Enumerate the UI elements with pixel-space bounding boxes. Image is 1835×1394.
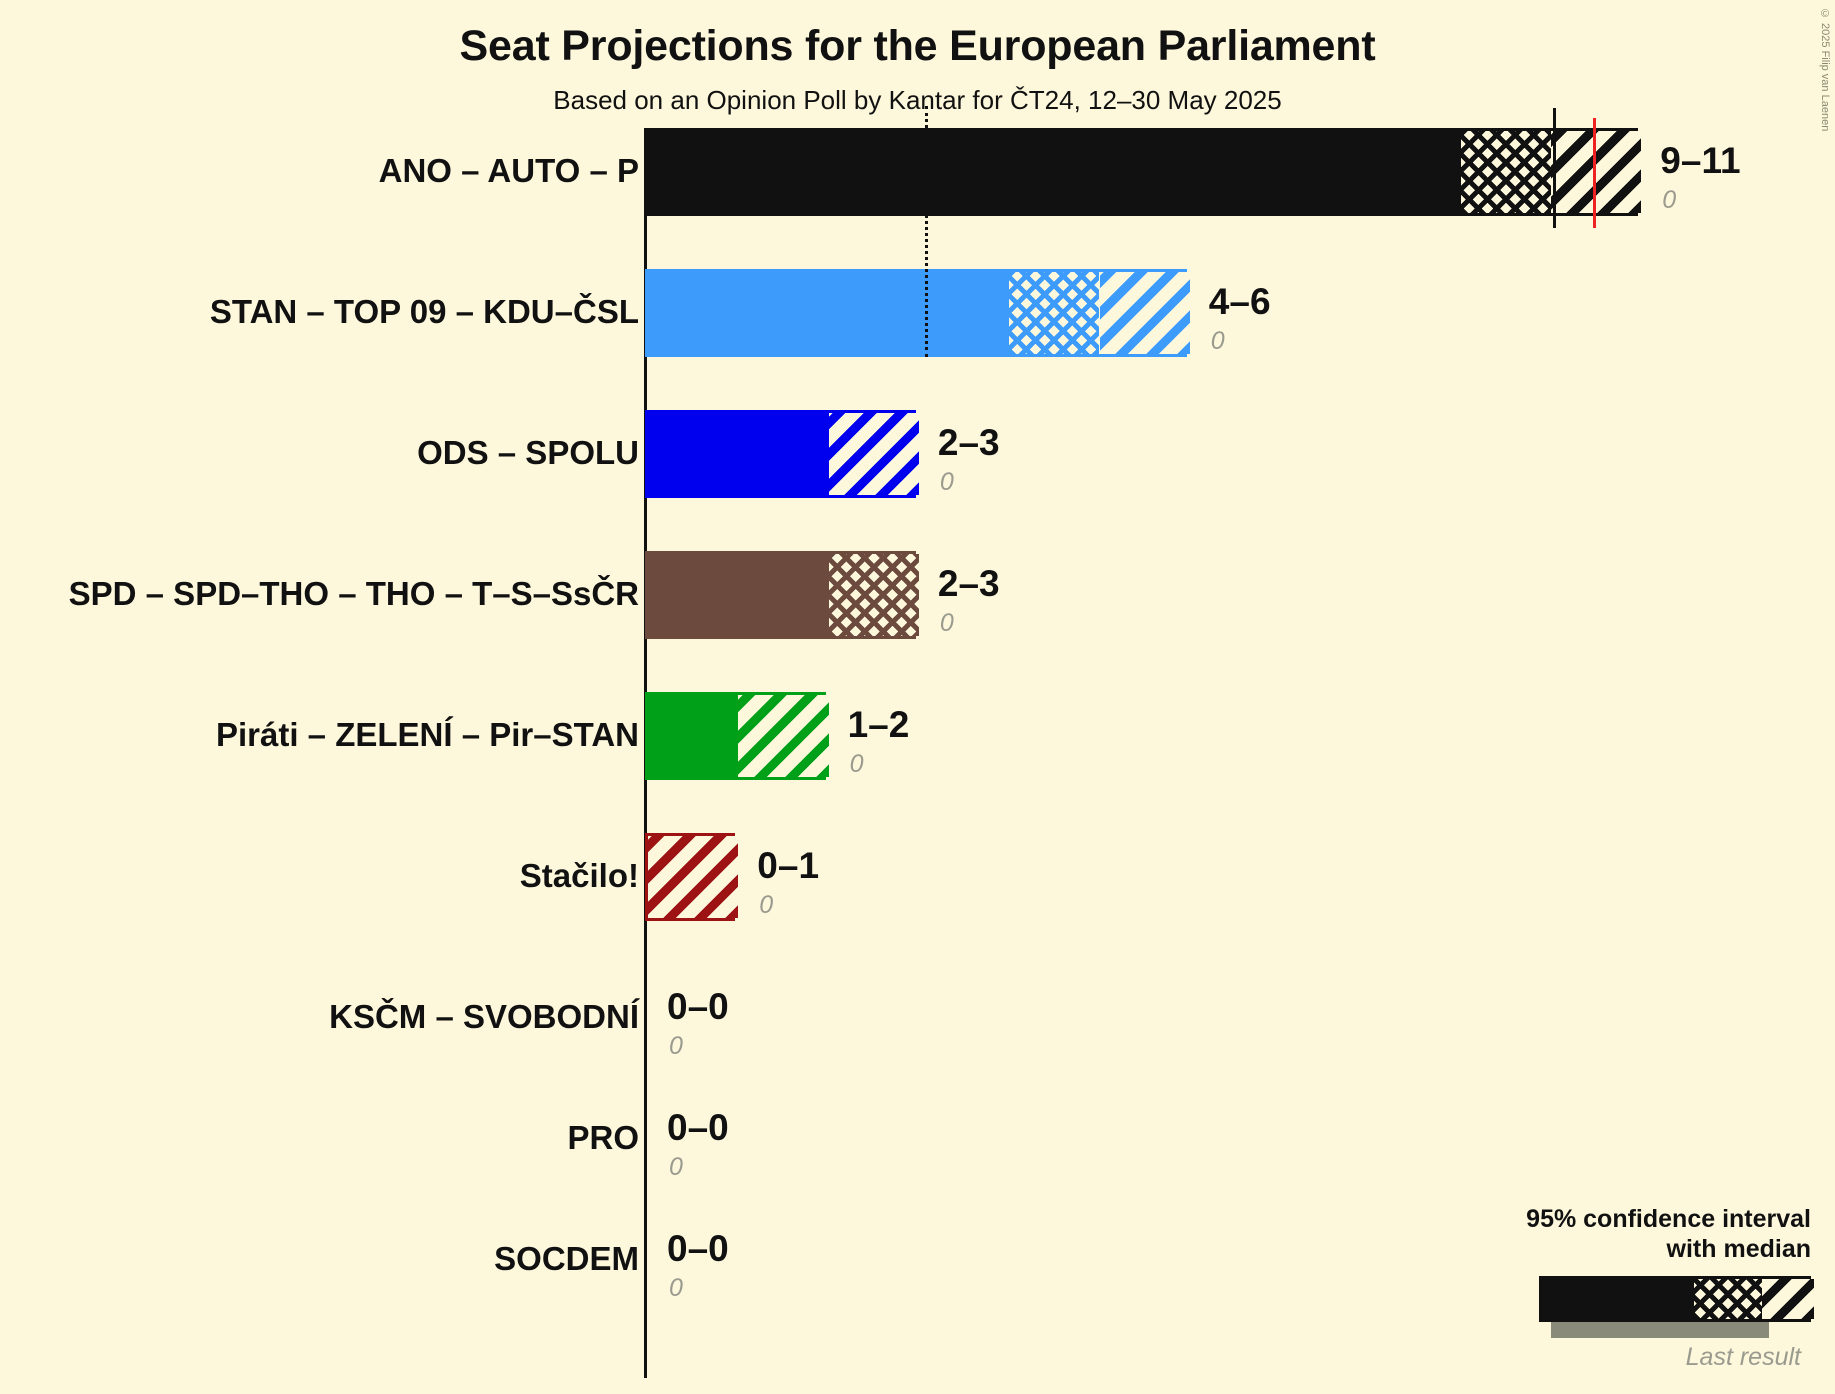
confidence-interval-bar [645, 551, 919, 639]
last-result-value: 0 [939, 468, 954, 496]
last-result-value: 0 [849, 750, 864, 778]
seat-range-label: 9–11 [1660, 140, 1741, 181]
bar-segment-diagonal [828, 413, 919, 495]
party-label: STAN – TOP 09 – KDU–ČSL [209, 293, 639, 330]
bar-segment-crosshatch [828, 554, 919, 636]
seat-range-label: 0–0 [667, 1107, 729, 1148]
legend-title-line2: with median [1666, 1234, 1811, 1263]
legend-segment-solid [1542, 1279, 1695, 1319]
legend-last-result-label: Last result [1685, 1343, 1801, 1371]
bar-segment-crosshatch [1460, 131, 1551, 213]
last-result-value: 0 [669, 1153, 683, 1181]
party-label: ANO – AUTO – P [378, 152, 639, 189]
legend: 95% confidence interval with median Last… [1471, 1205, 1814, 1372]
seat-range-label: 0–1 [757, 845, 820, 886]
threshold-line [1593, 118, 1597, 228]
confidence-interval-bar [645, 833, 739, 921]
page-subtitle: Based on an Opinion Poll by Kantar for Č… [553, 85, 1282, 115]
reference-dotted-line [924, 106, 928, 357]
bar-segment-solid [648, 131, 1461, 213]
last-result-value: 0 [1210, 327, 1225, 355]
bar-segment-diagonal [1551, 131, 1642, 213]
copyright-notice: © 2025 Filip van Laenen [1819, 8, 1831, 132]
bar-segment-diagonal [648, 836, 739, 918]
bar-segment-solid [648, 695, 739, 777]
bar-segment-solid [648, 413, 829, 495]
last-result-value: 0 [759, 891, 774, 919]
seat-range-label: 2–3 [937, 422, 1000, 463]
bar-segment-crosshatch [1009, 272, 1100, 354]
legend-sample-bar [1539, 1276, 1814, 1322]
bar-segment-solid [648, 554, 829, 636]
legend-title-line1: 95% confidence interval [1526, 1205, 1811, 1233]
party-label: Piráti – ZELENÍ – Pir–STAN [215, 716, 639, 753]
confidence-interval-bar [645, 128, 1642, 216]
seat-range-label: 4–6 [1208, 281, 1271, 322]
last-result-value: 0 [669, 1032, 683, 1060]
bar-segment-diagonal [1099, 272, 1190, 354]
median-tick [1552, 108, 1556, 228]
party-label: Stačilo! [519, 857, 639, 894]
confidence-interval-bar [645, 269, 1190, 357]
seat-range-label: 1–2 [847, 704, 910, 745]
legend-segment-crosshatch [1694, 1279, 1763, 1319]
bar-segment-diagonal [738, 695, 829, 777]
bar-segment-solid [648, 272, 1010, 354]
party-label: SOCDEM [494, 1240, 639, 1277]
legend-segment-diagonal [1762, 1279, 1814, 1319]
confidence-interval-bar [645, 692, 829, 780]
seat-range-label: 0–0 [667, 1228, 729, 1269]
legend-last-result-bar [1551, 1322, 1769, 1338]
seat-range-label: 0–0 [667, 986, 729, 1027]
party-label: PRO [567, 1119, 639, 1156]
party-label: ODS – SPOLU [417, 434, 639, 471]
last-result-value: 0 [939, 609, 954, 637]
last-result-value: 0 [1662, 186, 1677, 214]
last-result-value: 0 [669, 1274, 683, 1302]
page-title: Seat Projections for the European Parlia… [459, 22, 1376, 70]
party-label: KSČM – SVOBODNÍ [329, 998, 639, 1035]
confidence-interval-bar [645, 410, 919, 498]
party-label: SPD – SPD–THO – THO – T–S–SsČR [68, 575, 639, 612]
seat-range-label: 2–3 [937, 563, 1000, 604]
